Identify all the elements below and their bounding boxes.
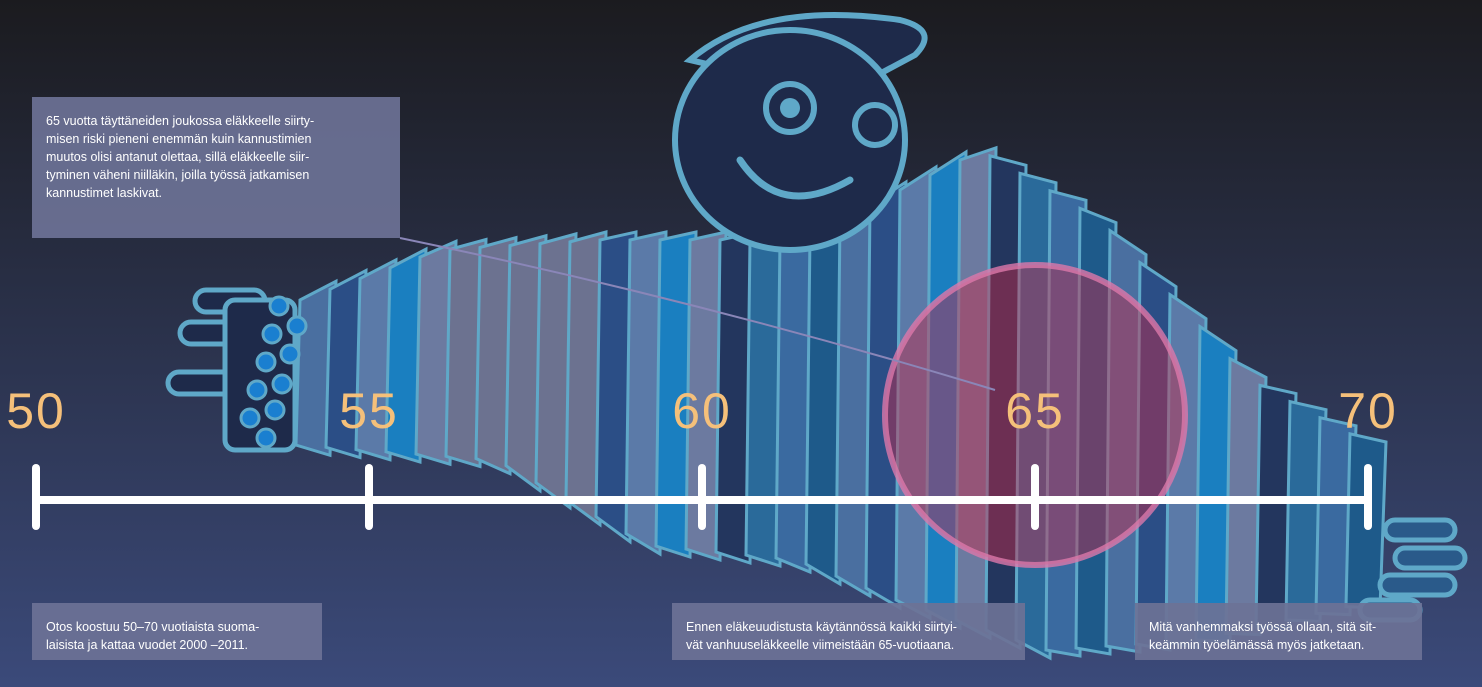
note-line: Mitä vanhemmaksi työssä ollaan, sitä sit… [1149,620,1376,634]
accordion-body [294,145,1388,661]
highlight-circle [882,262,1188,568]
note-line: Ennen eläkeuudistusta käytännössä kaikki… [686,620,957,634]
note-line: laisista ja kattaa vuodet 2000 –2011. [46,638,248,652]
note-line: tyminen väheni niilläkin, joilla työssä … [46,168,309,182]
note-box [32,97,400,238]
note-line: kannustimet laskivat. [46,186,162,200]
tick-label: 55 [339,383,399,439]
note-line: 65 vuotta täyttäneiden joukossa eläkkeel… [46,114,314,128]
note-box [672,603,1025,660]
note-box [32,603,322,660]
tick-label: 60 [672,383,732,439]
pointer-line [399,237,996,391]
tick-label: 70 [1338,383,1398,439]
note-box [1135,603,1422,660]
note-line: misen riski pieneni enemmän kuin kannust… [46,132,311,146]
note-line: keämmin työelämässä myös jatketaan. [1149,638,1364,652]
note-line: Otos koostuu 50–70 vuotiaista suoma- [46,620,259,634]
note-line: muutos olisi antanut olettaa, sillä eläk… [46,150,309,164]
head [672,12,928,253]
tick-label: 65 [1005,383,1065,439]
hand-dots [239,295,308,449]
tick-label: 50 [6,383,66,439]
notes: 65 vuotta täyttäneiden joukossa eläkkeel… [32,97,1422,660]
timeline-ticks: 50 55 60 65 70 [6,383,1398,530]
note-line: vät vanhuuseläkkeelle viimeistään 65-vuo… [686,638,954,652]
